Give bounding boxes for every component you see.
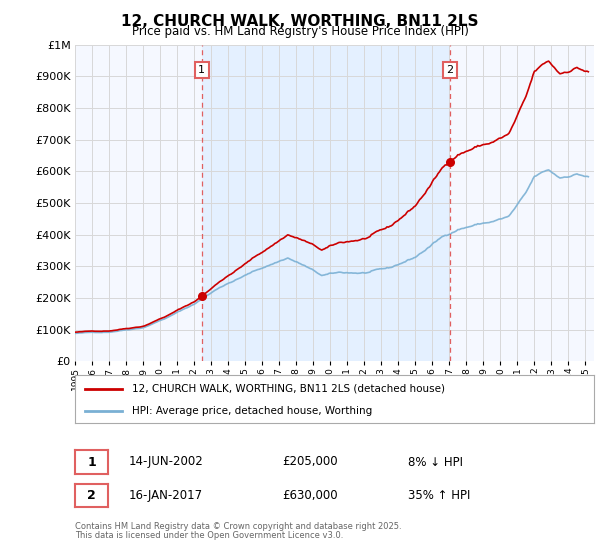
Text: 2: 2 (446, 65, 454, 75)
Text: 12, CHURCH WALK, WORTHING, BN11 2LS (detached house): 12, CHURCH WALK, WORTHING, BN11 2LS (det… (132, 384, 445, 394)
Text: 2: 2 (87, 489, 96, 502)
Text: £630,000: £630,000 (282, 489, 338, 502)
Text: This data is licensed under the Open Government Licence v3.0.: This data is licensed under the Open Gov… (75, 531, 343, 540)
Text: 16-JAN-2017: 16-JAN-2017 (129, 489, 203, 502)
Text: 12, CHURCH WALK, WORTHING, BN11 2LS: 12, CHURCH WALK, WORTHING, BN11 2LS (121, 14, 479, 29)
Text: 14-JUN-2002: 14-JUN-2002 (129, 455, 204, 469)
Text: 1: 1 (87, 455, 96, 469)
Text: 8% ↓ HPI: 8% ↓ HPI (408, 455, 463, 469)
Text: 35% ↑ HPI: 35% ↑ HPI (408, 489, 470, 502)
Text: Contains HM Land Registry data © Crown copyright and database right 2025.: Contains HM Land Registry data © Crown c… (75, 522, 401, 531)
Text: £205,000: £205,000 (282, 455, 338, 469)
Text: 1: 1 (199, 65, 205, 75)
Text: HPI: Average price, detached house, Worthing: HPI: Average price, detached house, Wort… (132, 406, 373, 416)
Bar (202, 45, 450, 361)
Text: Price paid vs. HM Land Registry's House Price Index (HPI): Price paid vs. HM Land Registry's House … (131, 25, 469, 38)
